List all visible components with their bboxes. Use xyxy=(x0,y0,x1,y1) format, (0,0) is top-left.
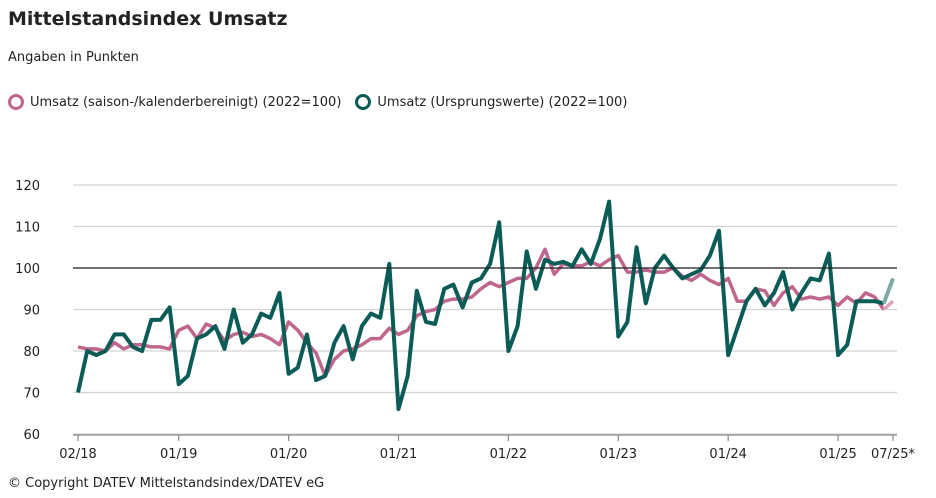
x-tick-label: 01/24 xyxy=(709,447,746,462)
legend-marker-original xyxy=(355,94,372,110)
y-tick-label: 60 xyxy=(23,428,40,443)
legend-item-original: Umsatz (Ursprungswerte) (2022=100) xyxy=(355,94,627,110)
x-tick-label: 01/23 xyxy=(600,447,637,462)
y-tick-label: 80 xyxy=(23,345,40,360)
y-tick-label: 110 xyxy=(15,221,40,236)
x-tick-label: 01/20 xyxy=(270,447,307,462)
legend: Umsatz (saison-/kalenderbereinigt) (2022… xyxy=(8,94,627,110)
y-tick-label: 70 xyxy=(23,387,40,402)
x-tick-label: 01/22 xyxy=(490,447,527,462)
legend-label-adjusted: Umsatz (saison-/kalenderbereinigt) (2022… xyxy=(30,94,342,110)
legend-label-original: Umsatz (Ursprungswerte) (2022=100) xyxy=(377,94,628,110)
series-line-1 xyxy=(76,199,885,412)
y-tick-label: 120 xyxy=(15,179,40,194)
chart-title: Mittelstandsindex Umsatz xyxy=(8,8,288,30)
y-tick-label: 90 xyxy=(23,304,40,319)
x-tick-label: 01/25 xyxy=(819,447,856,462)
x-tick-label: 01/19 xyxy=(160,447,197,462)
series-preliminary-segment-0 xyxy=(882,299,895,311)
x-tick-label: 02/18 xyxy=(59,447,96,462)
x-tick-label: 01/21 xyxy=(380,447,417,462)
legend-item-adjusted: Umsatz (saison-/kalenderbereinigt) (2022… xyxy=(8,94,341,110)
chart-subtitle: Angaben in Punkten xyxy=(8,50,139,65)
legend-marker-adjusted xyxy=(8,94,24,110)
x-tick-label: 07/25* xyxy=(871,447,915,462)
series-preliminary-segment-1 xyxy=(881,277,895,304)
copyright: © Copyright DATEV Mittelstandsindex/DATE… xyxy=(8,476,325,491)
y-tick-label: 100 xyxy=(15,262,40,277)
